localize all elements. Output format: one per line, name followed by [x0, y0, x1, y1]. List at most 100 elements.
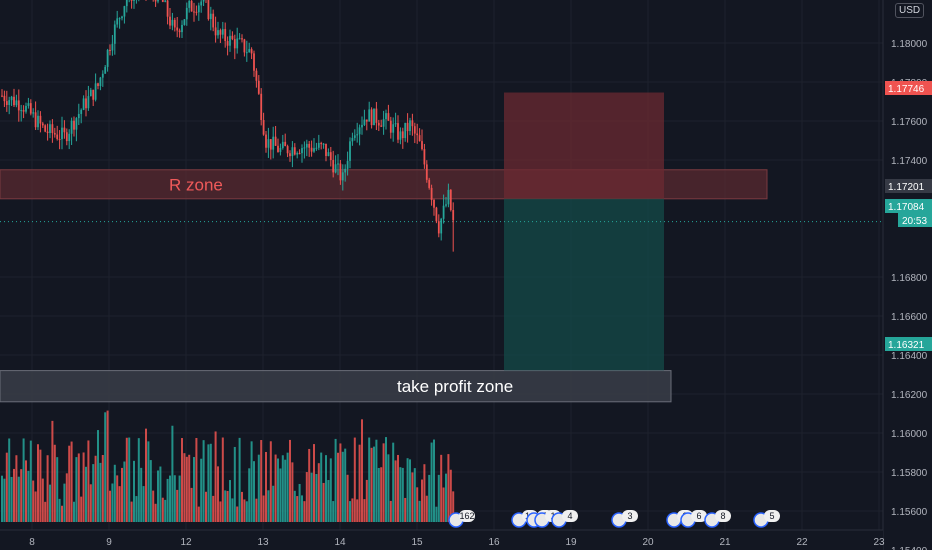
candle-body[interactable] [13, 96, 15, 106]
currency-badge[interactable]: USD [895, 3, 925, 18]
current-price-badge[interactable] [885, 199, 932, 213]
event-marker-badge[interactable] [562, 510, 578, 522]
candle-body[interactable] [245, 52, 248, 54]
candle-body[interactable] [399, 131, 402, 140]
candle-body[interactable] [373, 108, 375, 126]
candle-body[interactable] [193, 11, 195, 13]
candle-body[interactable] [327, 152, 330, 156]
candle-body[interactable] [200, 1, 203, 6]
candle-body[interactable] [332, 160, 335, 173]
candle-body[interactable] [418, 135, 421, 142]
candle-body[interactable] [267, 139, 270, 148]
candle-body[interactable] [183, 19, 186, 25]
candle-body[interactable] [433, 199, 435, 208]
candle-body[interactable] [101, 73, 104, 78]
candle-body[interactable] [341, 172, 344, 181]
candle-body[interactable] [116, 18, 119, 25]
candle-body[interactable] [226, 41, 229, 46]
candle-body[interactable] [58, 139, 61, 141]
candle-body[interactable] [368, 109, 371, 122]
candle-body[interactable] [435, 207, 438, 222]
event-marker-badge[interactable] [764, 510, 780, 522]
candle-body[interactable] [274, 136, 277, 146]
candle-body[interactable] [284, 141, 287, 147]
time-axis[interactable]: 8 9 12 13 14 15 16 19 20 21 22 23 [0, 529, 885, 550]
candle-body[interactable] [365, 119, 368, 122]
candle-body[interactable] [32, 112, 35, 114]
event-marker-badge[interactable] [459, 510, 475, 522]
candle-body[interactable] [334, 164, 337, 173]
candle-body[interactable] [118, 18, 121, 20]
candle-body[interactable] [85, 98, 87, 109]
candle-body[interactable] [322, 143, 325, 145]
candle-body[interactable] [195, 11, 198, 13]
price-axis[interactable]: 1.180001.178001.176001.174001.168001.166… [882, 0, 932, 550]
candle-body[interactable] [277, 145, 279, 152]
candle-body[interactable] [68, 133, 71, 142]
candle-body[interactable] [401, 131, 404, 139]
candle-body[interactable] [207, 0, 210, 20]
candle-body[interactable] [337, 163, 339, 165]
candle-body[interactable] [25, 105, 27, 112]
candle-body[interactable] [349, 141, 351, 161]
candle-body[interactable] [51, 124, 54, 134]
candle-body[interactable] [10, 96, 13, 101]
target-price-badge[interactable] [885, 337, 932, 351]
candle-body[interactable] [356, 134, 359, 136]
candle-body[interactable] [452, 210, 455, 220]
event-marker-badge[interactable] [691, 510, 707, 522]
candle-body[interactable] [73, 120, 75, 130]
candle-body[interactable] [289, 153, 291, 157]
candle-body[interactable] [212, 13, 215, 28]
candle-body[interactable] [44, 125, 47, 132]
event-markers[interactable]: 1621251432685 [448, 510, 780, 528]
candle-body[interactable] [70, 120, 73, 134]
candle-body[interactable] [217, 30, 219, 36]
candle-body[interactable] [303, 147, 306, 149]
candle-body[interactable] [104, 66, 107, 74]
candle-body[interactable] [380, 125, 383, 127]
candle-body[interactable] [291, 147, 294, 157]
target-area[interactable] [504, 198, 664, 371]
candle-body[interactable] [286, 146, 289, 154]
candle-body[interactable] [442, 205, 445, 219]
candle-body[interactable] [169, 16, 171, 26]
candle-body[interactable] [265, 134, 267, 148]
candle-body[interactable] [409, 120, 411, 132]
candle-body[interactable] [46, 131, 49, 134]
candle-body[interactable] [65, 132, 68, 142]
candle-body[interactable] [253, 53, 255, 71]
take-profit-zone[interactable] [0, 370, 672, 403]
candle-body[interactable] [171, 19, 174, 26]
candle-body[interactable] [214, 27, 217, 36]
candle-body[interactable] [166, 0, 169, 17]
candle-body[interactable] [89, 89, 92, 97]
candle-body[interactable] [176, 27, 179, 31]
candle-body[interactable] [178, 30, 181, 33]
candle-body[interactable] [97, 83, 99, 87]
candle-body[interactable] [358, 127, 361, 135]
candle-body[interactable] [310, 147, 313, 152]
candle-body[interactable] [53, 133, 56, 135]
candle-body[interactable] [449, 189, 452, 211]
candle-body[interactable] [27, 103, 30, 106]
candle-body[interactable] [3, 95, 6, 102]
candle-body[interactable] [233, 39, 236, 49]
candle-body[interactable] [197, 5, 200, 13]
stop-loss-area[interactable] [504, 92, 664, 199]
candle-body[interactable] [221, 29, 224, 35]
candle-body[interactable] [229, 35, 231, 46]
candle-body[interactable] [387, 113, 390, 121]
candle-body[interactable] [353, 135, 356, 138]
candle-body[interactable] [94, 83, 97, 100]
candle-body[interactable] [133, 0, 135, 1]
candle-body[interactable] [113, 24, 116, 44]
candle-body[interactable] [406, 122, 409, 132]
candle-body[interactable] [413, 126, 416, 134]
candle-body[interactable] [22, 110, 25, 112]
candle-body[interactable] [190, 0, 193, 12]
candle-body[interactable] [111, 43, 114, 51]
candle-body[interactable] [77, 113, 80, 119]
candle-body[interactable] [329, 152, 332, 161]
candle-body[interactable] [63, 127, 66, 133]
